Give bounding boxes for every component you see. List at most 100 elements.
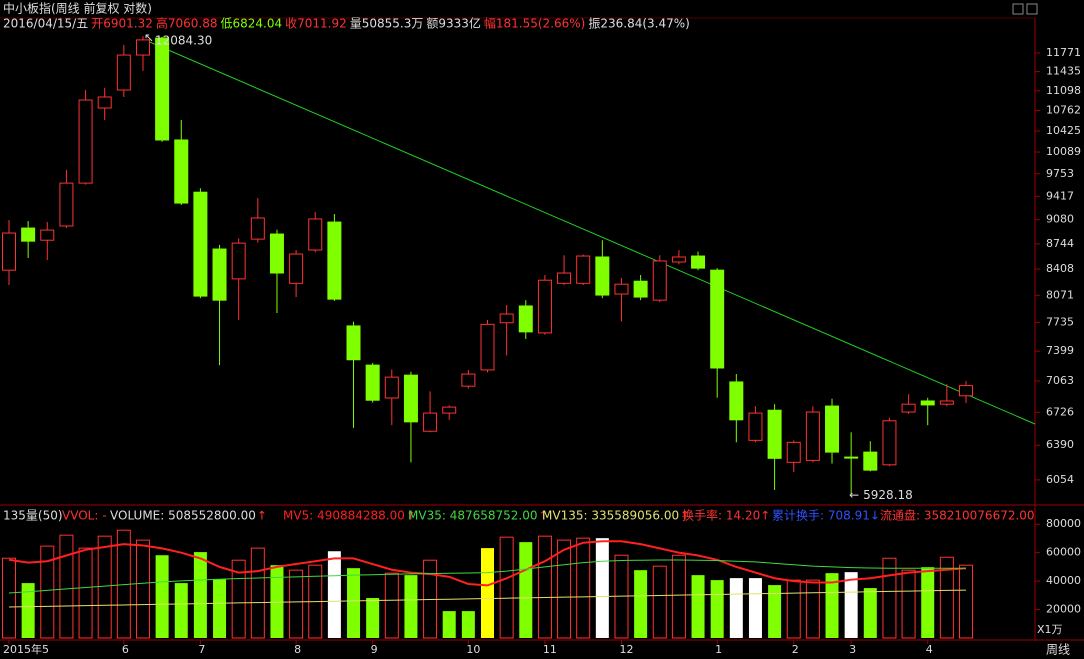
volume-bar — [442, 611, 456, 638]
volume-bar — [366, 598, 380, 638]
info-text: 开6901.32 — [91, 17, 153, 31]
candle-body — [403, 374, 418, 423]
candle-body — [652, 260, 667, 301]
ma-line — [8, 540, 967, 587]
y-tick-label: 7063 — [1046, 374, 1074, 387]
candle-body — [250, 217, 265, 240]
candle-body — [308, 218, 323, 251]
x-tick-label: 2 — [792, 643, 799, 656]
candle-body — [595, 256, 610, 296]
x-tick-label: 10 — [466, 643, 480, 656]
volume-bar — [59, 534, 74, 639]
trend-line — [144, 39, 1036, 425]
volume-bar — [231, 559, 246, 639]
legend-item: MV135: 335589056.00 — [542, 509, 679, 523]
x-tick-label: 3 — [849, 643, 856, 656]
candle-body — [40, 229, 55, 241]
x-tick-label: 9 — [371, 643, 378, 656]
info-text: 收7011.92 — [285, 17, 347, 31]
volume-bar — [748, 578, 762, 638]
candle-body — [805, 411, 820, 461]
volume-bar — [863, 588, 877, 638]
volume-bar — [939, 556, 954, 639]
candle-body — [97, 96, 112, 109]
y-tick-label: 10762 — [1046, 104, 1081, 117]
candle-body — [557, 272, 572, 284]
window-icon[interactable] — [1012, 3, 1024, 15]
volume-bar — [481, 548, 494, 638]
volume-bar — [155, 555, 169, 638]
volume-bar — [805, 579, 820, 639]
info-text: 高7060.88 — [156, 16, 218, 31]
x-tick-label: 6 — [122, 643, 129, 656]
legend-item: MV5: 490884288.00 — [283, 509, 405, 523]
y-tick-label: 40000 — [1046, 574, 1081, 587]
candle-body — [155, 37, 170, 141]
candle-body — [748, 412, 763, 441]
candle-body — [289, 253, 304, 284]
candle-body — [959, 385, 973, 397]
chart-title: 中小板指(周线 前复权 对数) — [3, 1, 152, 16]
info-text: 振236.84(3.47%) — [588, 17, 689, 31]
x-tick-label: 8 — [294, 643, 301, 656]
volume-bar — [595, 538, 609, 638]
volume-bar — [671, 554, 686, 639]
candle-body — [174, 139, 189, 204]
y-tick-label: 11098 — [1046, 84, 1081, 97]
candle-body — [537, 279, 552, 334]
volume-title: 135量(50) — [3, 509, 63, 523]
volume-bar — [384, 572, 399, 639]
legend-item: MV35: 487658752.00 — [408, 509, 538, 523]
info-text: 2016/04/15/五 — [3, 17, 88, 31]
y-tick-label: 7735 — [1046, 316, 1074, 329]
volume-bar — [825, 573, 839, 638]
volume-bar — [634, 570, 648, 638]
candle-body — [633, 280, 648, 298]
volume-bar — [289, 569, 304, 639]
y-tick-label: 10425 — [1046, 124, 1081, 137]
volume-bar — [537, 535, 552, 639]
candle-body — [939, 400, 954, 405]
legend-arrow: ↑ — [406, 509, 416, 523]
candle-body — [135, 39, 150, 56]
candle-body — [786, 441, 801, 463]
candle-body — [844, 456, 859, 459]
y-tick-label: 11435 — [1046, 65, 1081, 78]
unit-label: X1万 — [1037, 623, 1063, 636]
y-tick-label: 9080 — [1046, 213, 1074, 226]
volume-bar — [901, 569, 916, 639]
window-icon[interactable] — [1026, 3, 1038, 15]
candle-body — [78, 99, 93, 184]
volume-bar — [710, 580, 724, 638]
volume-bar — [768, 585, 782, 638]
legend-item: 流通盘: 358210076672.00 — [880, 508, 1035, 523]
info-text: 幅181.55(2.66%) — [484, 16, 585, 31]
volume-bar — [40, 545, 55, 639]
info-text: 量50855.3万 — [350, 17, 424, 31]
legend-item: 换手率: 14.20↑ — [682, 508, 770, 523]
y-tick-label: 20000 — [1046, 603, 1081, 616]
candle-body — [480, 323, 495, 371]
volume-bar — [2, 557, 16, 639]
legend-arrow: ↑ — [680, 509, 690, 523]
volume-bar — [250, 547, 265, 639]
volume-bar — [97, 535, 112, 639]
candle-body — [442, 406, 457, 414]
candle-body — [882, 420, 897, 466]
volume-bar — [691, 575, 705, 638]
x-tick-label: 4 — [926, 643, 933, 656]
volume-bar — [270, 565, 284, 638]
info-text: 低6824.04 — [220, 17, 282, 31]
y-tick-label: 8408 — [1046, 262, 1074, 275]
candle-body — [21, 227, 36, 242]
y-tick-label: 9753 — [1046, 167, 1074, 180]
volume-bar — [499, 536, 514, 639]
x-tick-label: 12 — [619, 643, 633, 656]
volume-bar — [404, 575, 418, 638]
legend-arrow: ↑ — [257, 509, 267, 523]
max-label: 12084.30 — [155, 34, 212, 48]
ma-line — [8, 559, 966, 594]
volume-bar — [844, 572, 858, 638]
candle-body — [863, 451, 878, 471]
